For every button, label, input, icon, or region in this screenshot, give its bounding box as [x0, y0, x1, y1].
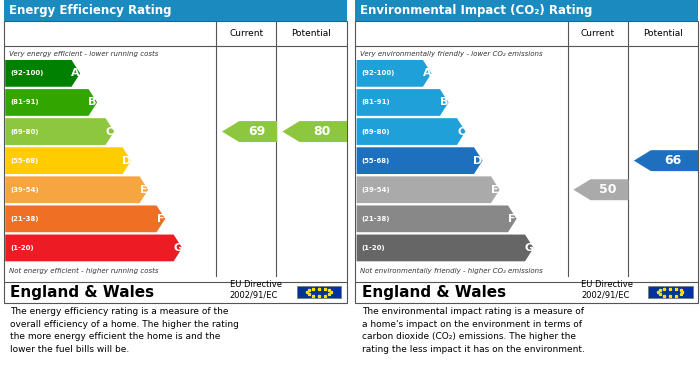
- Text: (92-100): (92-100): [10, 70, 43, 76]
- Text: Very environmentally friendly - lower CO₂ emissions: Very environmentally friendly - lower CO…: [360, 51, 542, 57]
- Polygon shape: [5, 89, 97, 116]
- Text: A: A: [423, 68, 431, 78]
- Polygon shape: [356, 60, 431, 87]
- Text: Environmental Impact (CO₂) Rating: Environmental Impact (CO₂) Rating: [360, 4, 592, 17]
- Text: (39-54): (39-54): [10, 187, 39, 193]
- Text: England & Wales: England & Wales: [362, 285, 506, 300]
- Text: The energy efficiency rating is a measure of the
overall efficiency of a home. T: The energy efficiency rating is a measur…: [10, 307, 239, 354]
- Polygon shape: [5, 235, 182, 261]
- Polygon shape: [356, 176, 500, 203]
- Text: 50: 50: [599, 183, 617, 196]
- Polygon shape: [282, 121, 347, 142]
- Text: B: B: [440, 97, 448, 108]
- Polygon shape: [356, 235, 533, 261]
- Text: (1-20): (1-20): [10, 245, 34, 251]
- Bar: [4, 0, 346, 21]
- Text: Current: Current: [580, 29, 615, 38]
- Text: Potential: Potential: [291, 29, 331, 38]
- Text: Very energy efficient - lower running costs: Very energy efficient - lower running co…: [8, 51, 158, 57]
- Polygon shape: [5, 60, 80, 87]
- Text: F: F: [508, 214, 516, 224]
- Text: C: C: [457, 127, 466, 136]
- Polygon shape: [356, 89, 449, 116]
- Polygon shape: [222, 121, 277, 142]
- Text: 80: 80: [313, 125, 330, 138]
- Text: A: A: [71, 68, 80, 78]
- Text: The environmental impact rating is a measure of
a home's impact on the environme: The environmental impact rating is a mea…: [362, 307, 584, 354]
- Text: Potential: Potential: [643, 29, 682, 38]
- Text: England & Wales: England & Wales: [10, 285, 155, 300]
- Text: E: E: [491, 185, 499, 195]
- Bar: [297, 286, 342, 298]
- Text: (69-80): (69-80): [10, 129, 39, 135]
- Polygon shape: [5, 118, 114, 145]
- Bar: [648, 286, 693, 298]
- Text: B: B: [88, 97, 97, 108]
- Text: (21-38): (21-38): [362, 216, 391, 222]
- Text: EU Directive
2002/91/EC: EU Directive 2002/91/EC: [581, 280, 634, 299]
- Text: (39-54): (39-54): [362, 187, 391, 193]
- Text: (55-68): (55-68): [10, 158, 38, 164]
- Text: Current: Current: [229, 29, 263, 38]
- Text: (92-100): (92-100): [362, 70, 395, 76]
- Polygon shape: [634, 150, 699, 171]
- Polygon shape: [5, 205, 165, 232]
- Text: (21-38): (21-38): [10, 216, 39, 222]
- Polygon shape: [356, 205, 517, 232]
- Polygon shape: [5, 176, 148, 203]
- Text: (81-91): (81-91): [362, 99, 391, 106]
- Bar: [355, 0, 698, 21]
- Text: (55-68): (55-68): [362, 158, 390, 164]
- Text: Energy Efficiency Rating: Energy Efficiency Rating: [8, 4, 171, 17]
- Text: F: F: [157, 214, 164, 224]
- Text: G: G: [524, 243, 533, 253]
- Polygon shape: [5, 147, 131, 174]
- Text: (1-20): (1-20): [362, 245, 386, 251]
- Text: D: D: [473, 156, 483, 166]
- Text: E: E: [140, 185, 148, 195]
- Text: Not environmentally friendly - higher CO₂ emissions: Not environmentally friendly - higher CO…: [360, 268, 542, 274]
- Text: 66: 66: [664, 154, 682, 167]
- Polygon shape: [356, 147, 482, 174]
- Text: C: C: [106, 127, 114, 136]
- Text: D: D: [122, 156, 132, 166]
- Text: EU Directive
2002/91/EC: EU Directive 2002/91/EC: [230, 280, 282, 299]
- Text: (81-91): (81-91): [10, 99, 39, 106]
- Text: 69: 69: [248, 125, 265, 138]
- Text: (69-80): (69-80): [362, 129, 391, 135]
- Polygon shape: [573, 179, 629, 200]
- Text: Not energy efficient - higher running costs: Not energy efficient - higher running co…: [8, 268, 158, 274]
- Text: G: G: [173, 243, 182, 253]
- Polygon shape: [356, 118, 466, 145]
